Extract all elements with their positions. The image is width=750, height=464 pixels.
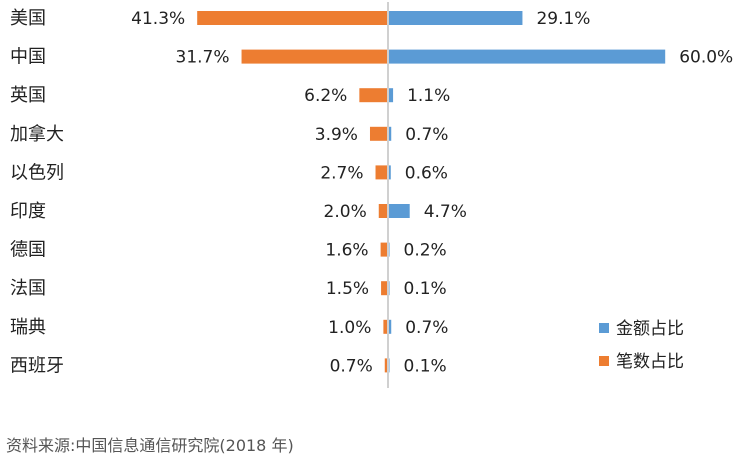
value-labels: 41.3% 29.1% 31.7% 60.0% 6.2% 1.1% 3.9% 0.7% 2.7%…	[131, 9, 733, 376]
bar-count-share	[369, 126, 388, 141]
category-label: 瑞典	[10, 317, 46, 338]
bar-count-share	[381, 281, 388, 296]
legend-swatch-count-share	[599, 356, 609, 366]
value-label-amount-share: 0.7%	[405, 318, 448, 338]
bar-amount-share	[388, 165, 391, 180]
value-label-amount-share: 29.1%	[536, 9, 590, 29]
bar-amount-share	[388, 49, 666, 64]
bar-count-share	[378, 204, 388, 218]
legend-swatch-amount-share	[599, 323, 609, 333]
bar-count-share	[359, 88, 388, 103]
value-label-count-share: 3.9%	[315, 125, 358, 145]
value-label-amount-share: 0.6%	[405, 163, 448, 183]
legend-label-count-share: 笔数占比	[616, 352, 684, 372]
category-label: 以色列	[10, 162, 64, 183]
category-label: 印度	[10, 201, 46, 222]
value-label-count-share: 2.0%	[324, 202, 367, 222]
value-label-count-share: 1.5%	[326, 279, 369, 299]
bars	[197, 11, 666, 373]
value-label-count-share: 1.0%	[328, 318, 371, 338]
value-label-count-share: 6.2%	[304, 86, 347, 106]
category-label: 西班牙	[10, 355, 64, 376]
bar-amount-share	[388, 88, 394, 103]
category-label: 加拿大	[10, 123, 64, 145]
bar-amount-share	[388, 319, 392, 334]
value-label-count-share: 2.7%	[320, 163, 363, 183]
bar-count-share	[375, 165, 388, 180]
category-label: 德国	[10, 240, 46, 261]
category-label: 法国	[10, 278, 46, 299]
value-label-amount-share: 1.1%	[407, 86, 450, 106]
bar-count-share	[380, 242, 388, 257]
source-note: 资料来源:中国信息通信研究院(2018 年)	[6, 436, 294, 455]
value-label-amount-share: 0.2%	[404, 241, 447, 261]
bar-amount-share	[388, 126, 392, 141]
category-label: 中国	[10, 47, 46, 68]
value-label-amount-share: 60.0%	[679, 48, 733, 68]
bar-count-share	[384, 358, 388, 373]
value-label-amount-share: 0.1%	[404, 279, 447, 299]
value-label-count-share: 1.6%	[325, 241, 368, 261]
value-label-count-share: 41.3%	[131, 9, 185, 29]
value-label-amount-share: 4.7%	[424, 202, 467, 222]
value-label-amount-share: 0.1%	[404, 356, 447, 376]
value-label-count-share: 31.7%	[176, 48, 230, 68]
bar-count-share	[197, 11, 388, 25]
legend-label-amount-share: 金额占比	[616, 319, 684, 339]
bar-count-share	[383, 319, 388, 334]
category-label: 英国	[10, 85, 46, 106]
category-label: 美国	[10, 8, 46, 29]
value-label-count-share: 0.7%	[330, 356, 373, 376]
bar-count-share	[241, 49, 388, 64]
bar-amount-share	[388, 204, 410, 218]
value-label-amount-share: 0.7%	[405, 125, 448, 145]
bar-amount-share	[388, 11, 523, 25]
